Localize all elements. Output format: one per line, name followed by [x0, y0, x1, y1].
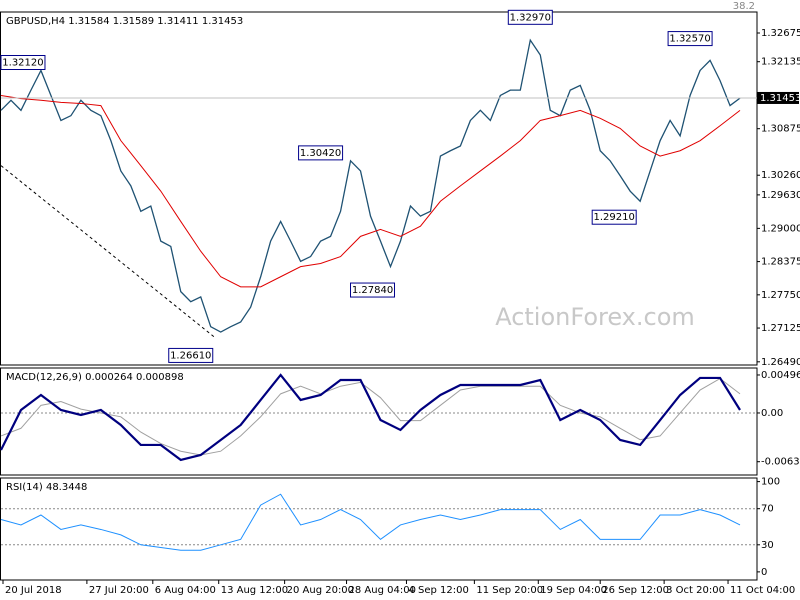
y-tick-label: 1.26490: [761, 357, 800, 368]
x-tick-label: 28 Aug 04:00: [349, 585, 416, 596]
panel-frame: [0, 367, 758, 476]
watermark: ActionForex.com: [495, 303, 695, 331]
y-tick-label: 1.27125: [761, 323, 800, 334]
last-price-label: 1.31453: [760, 93, 800, 104]
y-tick-label: 1.32675: [761, 28, 800, 39]
price-label: 1.29210: [594, 212, 635, 223]
series-line: [0, 38, 741, 333]
y-tick-label: 0.00: [761, 408, 783, 419]
price-label: 1.26610: [170, 350, 211, 361]
price-label-box: [168, 347, 214, 363]
price-label: 1.27840: [352, 285, 393, 296]
x-tick-label: 6 Aug 04:00: [155, 585, 216, 596]
y-tick-label: -0.006372: [761, 457, 800, 468]
y-tick-label: 1.29000: [761, 223, 800, 234]
y-tick-label: 1.30260: [761, 170, 800, 181]
y-tick-label: 1.29630: [761, 190, 800, 201]
y-tick-label: 1.27750: [761, 290, 800, 301]
price-label-box: [0, 55, 46, 71]
panel-frame: [0, 11, 758, 366]
x-tick-label: 27 Jul 20:00: [89, 585, 149, 596]
y-tick-label: 0.004968: [761, 370, 800, 381]
series-line: [0, 377, 741, 456]
x-tick-label: 19 Sep 04:00: [540, 585, 607, 596]
series-line: [0, 94, 741, 288]
x-tick-label: 13 Aug 12:00: [221, 585, 288, 596]
y-tick-label: 100: [761, 477, 780, 488]
y-tick-label: 30: [761, 540, 774, 551]
x-tick-label: 4 Sep 12:00: [408, 585, 468, 596]
panel-header: GBPUSD,H4 1.31584 1.31589 1.31411 1.3145…: [6, 16, 243, 27]
series-line: [0, 373, 741, 462]
x-tick-label: 26 Sep 12:00: [602, 585, 669, 596]
y-tick-label: 1.32135: [761, 57, 800, 68]
y-tick-label: 1.28375: [761, 257, 800, 268]
panel-frame: [0, 477, 758, 581]
price-label: 1.30420: [300, 148, 341, 159]
x-tick-label: 3 Oct 20:00: [666, 585, 725, 596]
price-label: 1.32570: [669, 34, 710, 45]
y-tick-label: 1.30875: [761, 124, 800, 135]
price-label-box: [298, 145, 344, 161]
price-label-box: [350, 282, 396, 298]
y-tick-label: 0: [761, 567, 767, 578]
price-label-box: [591, 209, 637, 225]
price-label-box: [507, 9, 553, 25]
x-tick-label: 20 Jul 2018: [5, 585, 62, 596]
panel-header: MACD(12,26,9) 0.000264 0.000898: [6, 372, 184, 383]
series-line: [0, 493, 741, 551]
price-label-box: [667, 31, 713, 47]
price-label: 1.32970: [510, 12, 551, 23]
trendline: [0, 165, 216, 338]
fib-label: 38.2: [733, 1, 755, 12]
x-tick-label: 11 Sep 20:00: [476, 585, 543, 596]
last-price-box: [757, 91, 799, 104]
y-tick-label: 70: [761, 504, 774, 515]
price-label: 1.32120: [2, 58, 43, 69]
x-tick-label: 20 Aug 20:00: [287, 585, 354, 596]
x-tick-label: 11 Oct 04:00: [730, 585, 795, 596]
panel-header: RSI(14) 48.3448: [6, 482, 87, 493]
